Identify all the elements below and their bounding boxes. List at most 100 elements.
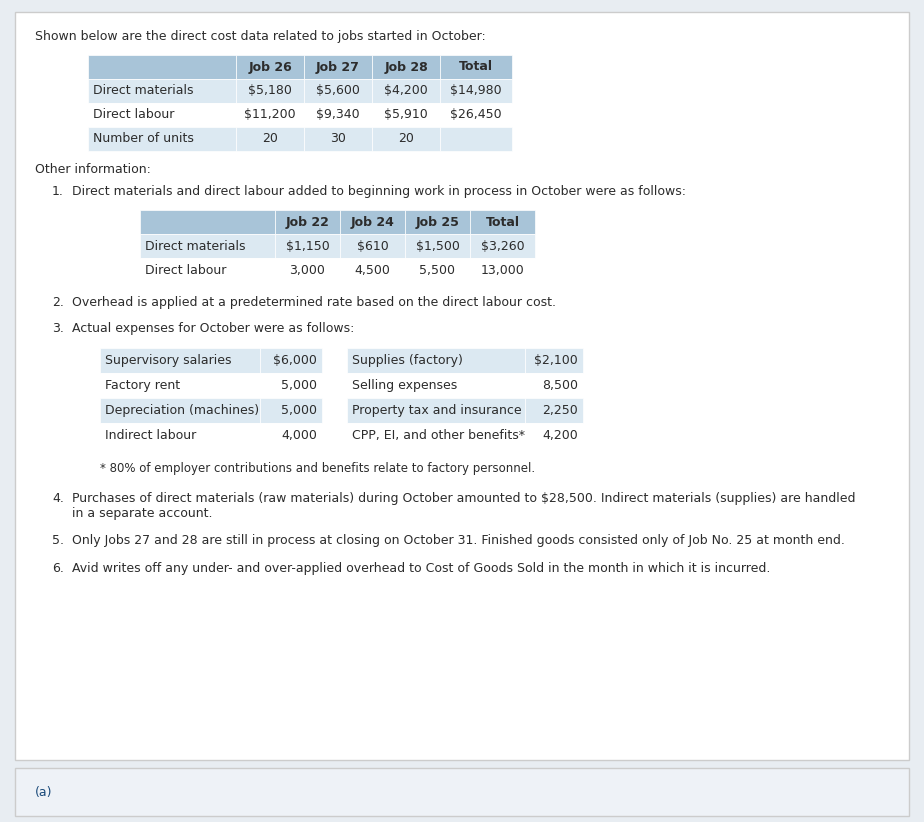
FancyBboxPatch shape [236,55,304,79]
FancyBboxPatch shape [88,127,236,151]
Text: 8,500: 8,500 [542,379,578,392]
Text: Avid writes off any under- and over-applied overhead to Cost of Goods Sold in th: Avid writes off any under- and over-appl… [72,562,771,575]
FancyBboxPatch shape [372,55,440,79]
Text: Job 22: Job 22 [286,215,330,229]
Text: 2,250: 2,250 [542,404,578,417]
Text: Job 24: Job 24 [350,215,395,229]
Text: CPP, EI, and other benefits*: CPP, EI, and other benefits* [352,429,525,442]
Text: 30: 30 [330,132,346,145]
FancyBboxPatch shape [347,373,525,398]
Text: Direct materials: Direct materials [145,239,246,252]
Text: $1,150: $1,150 [286,239,329,252]
FancyBboxPatch shape [100,398,260,423]
FancyBboxPatch shape [88,55,236,79]
Text: $5,910: $5,910 [384,109,428,122]
Text: Direct labour: Direct labour [93,109,175,122]
Text: 5,500: 5,500 [419,264,456,276]
FancyBboxPatch shape [275,210,340,234]
FancyBboxPatch shape [470,234,535,258]
Text: Indirect labour: Indirect labour [105,429,196,442]
FancyBboxPatch shape [236,103,304,127]
Text: 5,000: 5,000 [281,404,317,417]
FancyBboxPatch shape [372,103,440,127]
FancyBboxPatch shape [440,103,512,127]
Text: Direct materials and direct labour added to beginning work in process in October: Direct materials and direct labour added… [72,185,686,198]
Text: Shown below are the direct cost data related to jobs started in October:: Shown below are the direct cost data rel… [35,30,486,43]
FancyBboxPatch shape [140,234,275,258]
FancyBboxPatch shape [372,127,440,151]
FancyBboxPatch shape [15,768,909,816]
FancyBboxPatch shape [340,234,405,258]
FancyBboxPatch shape [304,55,372,79]
Text: Property tax and insurance: Property tax and insurance [352,404,522,417]
Text: Overhead is applied at a predetermined rate based on the direct labour cost.: Overhead is applied at a predetermined r… [72,296,556,309]
FancyBboxPatch shape [347,398,525,423]
Text: Other information:: Other information: [35,163,151,176]
Text: $11,200: $11,200 [244,109,296,122]
Text: $5,600: $5,600 [316,85,360,98]
Text: Job 25: Job 25 [416,215,459,229]
FancyBboxPatch shape [140,210,275,234]
Text: Purchases of direct materials (raw materials) during October amounted to $28,500: Purchases of direct materials (raw mater… [72,492,856,520]
FancyBboxPatch shape [15,12,909,760]
FancyBboxPatch shape [100,373,260,398]
FancyBboxPatch shape [347,348,525,373]
Text: 5,000: 5,000 [281,379,317,392]
Text: Job 28: Job 28 [384,61,428,73]
FancyBboxPatch shape [470,258,535,282]
Text: 5.: 5. [52,534,64,547]
Text: Job 27: Job 27 [316,61,360,73]
Text: 2.: 2. [52,296,64,309]
Text: 6.: 6. [52,562,64,575]
FancyBboxPatch shape [304,127,372,151]
Text: Actual expenses for October were as follows:: Actual expenses for October were as foll… [72,322,355,335]
FancyBboxPatch shape [304,79,372,103]
Text: $9,340: $9,340 [316,109,359,122]
FancyBboxPatch shape [405,234,470,258]
Text: Supervisory salaries: Supervisory salaries [105,354,232,367]
Text: 4.: 4. [52,492,64,505]
Text: $610: $610 [357,239,388,252]
Text: Total: Total [485,215,519,229]
Text: Factory rent: Factory rent [105,379,180,392]
FancyBboxPatch shape [260,348,322,373]
Text: $3,260: $3,260 [480,239,524,252]
FancyBboxPatch shape [260,423,322,448]
FancyBboxPatch shape [88,103,236,127]
FancyBboxPatch shape [88,79,236,103]
FancyBboxPatch shape [236,79,304,103]
FancyBboxPatch shape [440,79,512,103]
Text: (a): (a) [35,786,53,799]
Text: * 80% of employer contributions and benefits relate to factory personnel.: * 80% of employer contributions and bene… [100,462,535,475]
FancyBboxPatch shape [140,258,275,282]
FancyBboxPatch shape [405,258,470,282]
Text: Number of units: Number of units [93,132,194,145]
FancyBboxPatch shape [525,373,583,398]
Text: Job 26: Job 26 [249,61,292,73]
Text: $14,980: $14,980 [450,85,502,98]
Text: 3,000: 3,000 [289,264,325,276]
FancyBboxPatch shape [525,348,583,373]
FancyBboxPatch shape [440,127,512,151]
FancyBboxPatch shape [260,373,322,398]
FancyBboxPatch shape [405,210,470,234]
Text: 13,000: 13,000 [480,264,525,276]
Text: Depreciation (machines): Depreciation (machines) [105,404,259,417]
FancyBboxPatch shape [236,127,304,151]
FancyBboxPatch shape [275,258,340,282]
FancyBboxPatch shape [100,423,260,448]
FancyBboxPatch shape [440,55,512,79]
FancyBboxPatch shape [340,258,405,282]
FancyBboxPatch shape [100,348,260,373]
Text: $1,500: $1,500 [416,239,459,252]
Text: Supplies (factory): Supplies (factory) [352,354,463,367]
Text: Direct labour: Direct labour [145,264,226,276]
Text: $26,450: $26,450 [450,109,502,122]
Text: Total: Total [459,61,493,73]
FancyBboxPatch shape [347,423,525,448]
FancyBboxPatch shape [525,398,583,423]
Text: 1.: 1. [52,185,64,198]
FancyBboxPatch shape [470,210,535,234]
FancyBboxPatch shape [260,398,322,423]
Text: $2,100: $2,100 [534,354,578,367]
